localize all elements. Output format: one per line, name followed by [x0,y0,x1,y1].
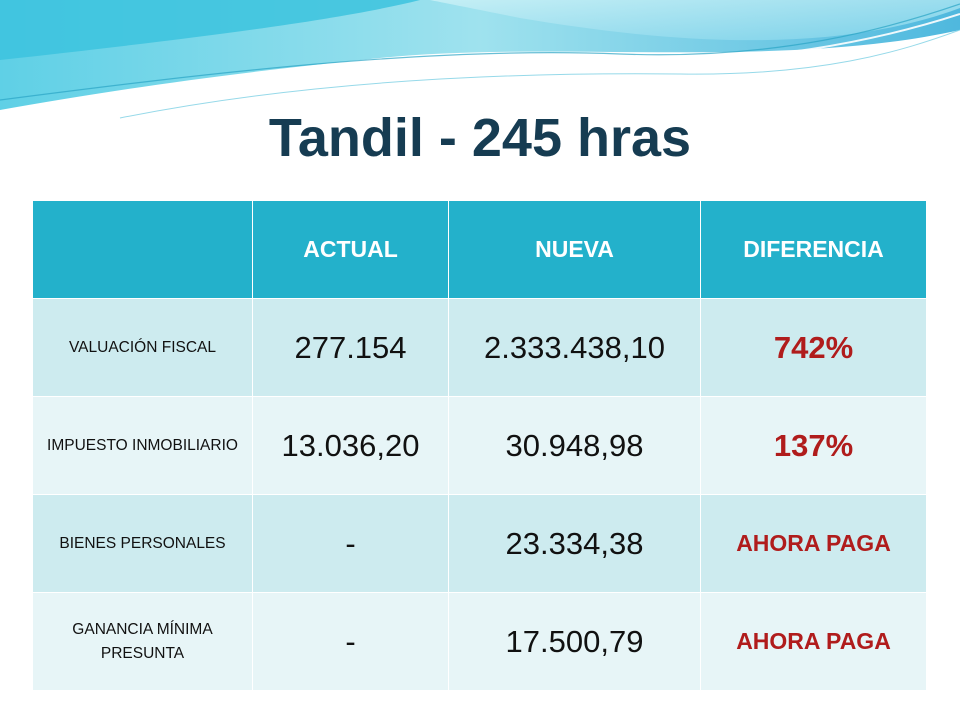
row-label: IMPUESTO INMOBILIARIO [32,396,253,495]
nueva-value: 23.334,38 [448,494,701,593]
actual-value: 277.154 [252,298,449,397]
actual-value: 13.036,20 [252,396,449,495]
diferencia-value: 137% [700,396,927,495]
wave-decoration [0,0,960,119]
header-diferencia: DIFERENCIA [700,200,927,299]
actual-value: - [252,592,449,691]
header-empty [32,200,253,299]
row-label: GANANCIA MÍNIMA PRESUNTA [32,592,253,691]
diferencia-value: AHORA PAGA [700,592,927,691]
nueva-value: 2.333.438,10 [448,298,701,397]
table-row: GANANCIA MÍNIMA PRESUNTA - 17.500,79 AHO… [32,592,927,691]
nueva-value: 30.948,98 [448,396,701,495]
header-actual: ACTUAL [252,200,449,299]
page-title: Tandil - 245 hras [268,108,692,168]
diferencia-value: AHORA PAGA [700,494,927,593]
nueva-value: 17.500,79 [448,592,701,691]
table-row: BIENES PERSONALES - 23.334,38 AHORA PAGA [32,494,927,593]
diferencia-value: 742% [700,298,927,397]
table-row: VALUACIÓN FISCAL 277.154 2.333.438,10 74… [32,298,927,397]
row-label: VALUACIÓN FISCAL [32,298,253,397]
header-nueva: NUEVA [448,200,701,299]
actual-value: - [252,494,449,593]
table-header-row: ACTUAL NUEVA DIFERENCIA [32,200,927,299]
table-row: IMPUESTO INMOBILIARIO 13.036,20 30.948,9… [32,396,927,495]
row-label: BIENES PERSONALES [32,494,253,593]
comparison-table: ACTUAL NUEVA DIFERENCIA VALUACIÓN FISCAL… [32,200,927,691]
